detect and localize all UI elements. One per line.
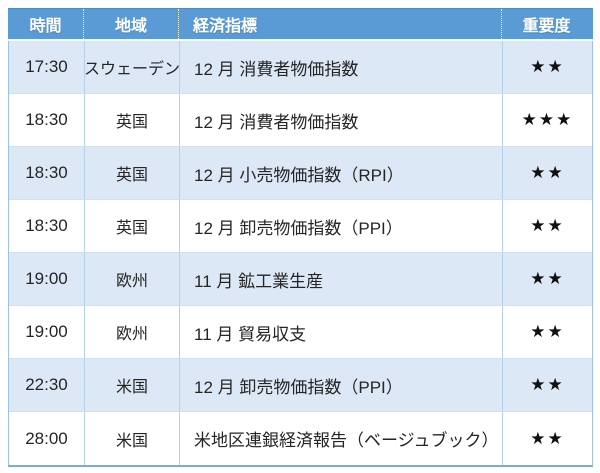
table-header-row: 時間 地域 経済指標 重要度	[8, 8, 593, 41]
region-cell: スウェーデン	[85, 41, 180, 93]
importance-stars: ★★	[530, 375, 565, 394]
table-row: 22:30 米国 12 月 卸売物価指数（PPI） ★★	[9, 359, 592, 412]
importance-stars: ★★	[530, 322, 565, 341]
indicator-cell: 12 月 卸売物価指数（PPI）	[180, 200, 503, 252]
region-cell: 英国	[85, 200, 180, 252]
table-row: 17:30 スウェーデン 12 月 消費者物価指数 ★★	[9, 41, 592, 94]
economic-calendar-table: 時間 地域 経済指標 重要度 17:30 スウェーデン 12 月 消費者物価指数…	[8, 8, 593, 467]
table-row: 18:30 英国 12 月 小売物価指数（RPI） ★★	[9, 147, 592, 200]
table-row: 19:00 欧州 11 月 貿易収支 ★★	[9, 306, 592, 359]
table-row: 19:00 欧州 11 月 鉱工業生産 ★★	[9, 253, 592, 306]
indicator-cell: 11 月 貿易収支	[180, 306, 503, 358]
indicator-cell: 12 月 消費者物価指数	[180, 94, 503, 146]
region-cell: 欧州	[85, 253, 180, 305]
indicator-cell: 12 月 消費者物価指数	[180, 41, 503, 93]
indicator-cell: 12 月 小売物価指数（RPI）	[180, 147, 503, 199]
importance-stars: ★★	[530, 163, 565, 182]
indicator-cell: 12 月 卸売物価指数（PPI）	[180, 359, 503, 411]
time-cell: 19:00	[9, 253, 85, 305]
table-row: 18:30 英国 12 月 卸売物価指数（PPI） ★★	[9, 200, 592, 253]
header-indicator: 経済指標	[179, 9, 502, 39]
region-cell: 英国	[85, 94, 180, 146]
table-row: 28:00 米国 米地区連銀経済報告（ベージュブック） ★★	[9, 412, 592, 465]
time-cell: 17:30	[9, 41, 85, 93]
header-region: 地域	[84, 9, 179, 39]
importance-stars: ★★	[530, 216, 565, 235]
importance-stars: ★★	[530, 57, 565, 76]
region-cell: 英国	[85, 147, 180, 199]
importance-stars: ★★	[530, 269, 565, 288]
table-row: 18:30 英国 12 月 消費者物価指数 ★★★	[9, 94, 592, 147]
time-cell: 28:00	[9, 412, 85, 465]
time-cell: 19:00	[9, 306, 85, 358]
importance-stars: ★★	[530, 428, 565, 448]
region-cell: 米国	[85, 359, 180, 411]
header-importance: 重要度	[522, 18, 571, 35]
importance-stars: ★★★	[521, 110, 574, 129]
indicator-cell: 米地区連銀経済報告（ベージュブック）	[180, 412, 503, 465]
header-time: 時間	[8, 9, 84, 39]
time-cell: 18:30	[9, 200, 85, 252]
region-cell: 欧州	[85, 306, 180, 358]
time-cell: 22:30	[9, 359, 85, 411]
time-cell: 18:30	[9, 94, 85, 146]
time-cell: 18:30	[9, 147, 85, 199]
region-cell: 米国	[85, 412, 180, 465]
indicator-cell: 11 月 鉱工業生産	[180, 253, 503, 305]
